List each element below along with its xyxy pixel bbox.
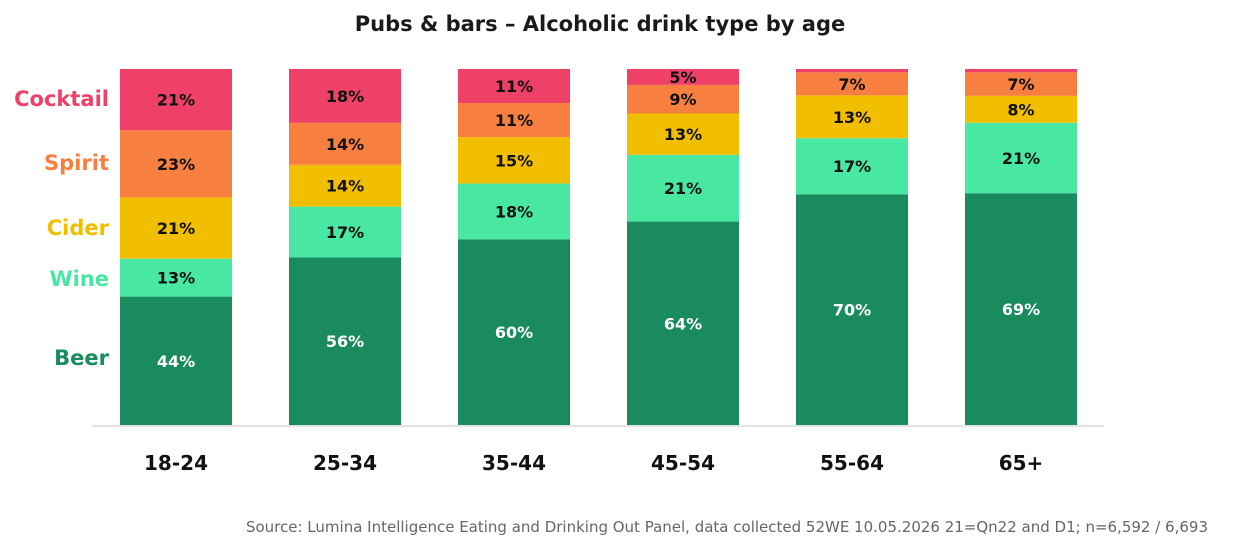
bar-group-18-24: 44% 13% 21% 23% 21% (120, 69, 232, 425)
bar-cider-35-44 (458, 137, 570, 184)
data-label-beer-18-24: 44% (157, 352, 195, 371)
data-label-beer-35-44: 60% (495, 323, 533, 342)
bar-cider-65+ (965, 95, 1077, 123)
data-label-wine-35-44: 18% (495, 202, 533, 221)
bar-spirit-35-44 (458, 103, 570, 138)
data-label-spirit-45-54: 9% (669, 90, 696, 109)
data-label-wine-45-54: 21% (664, 179, 702, 198)
bar-spirit-65+ (965, 72, 1077, 96)
legend-item-beer: Beer (54, 346, 109, 370)
bar-wine-35-44 (458, 183, 570, 240)
x-tick-label-25-34: 25-34 (313, 451, 377, 475)
data-label-beer-65+: 69% (1002, 300, 1040, 319)
legend-item-wine: Wine (49, 267, 109, 291)
bar-beer-18-24 (120, 296, 232, 425)
data-label-spirit-65+: 7% (1007, 75, 1034, 94)
bar-beer-45-54 (627, 221, 739, 425)
data-label-cocktail-45-54: 5% (669, 68, 696, 87)
data-label-cider-55-64: 13% (833, 108, 871, 127)
data-label-beer-25-34: 56% (326, 332, 364, 351)
bar-spirit-25-34 (289, 122, 401, 165)
chart-title: Pubs & bars – Alcoholic drink type by ag… (355, 12, 845, 36)
data-label-cocktail-18-24: 21% (157, 91, 195, 110)
bar-cocktail-35-44 (458, 69, 570, 104)
bar-spirit-18-24 (120, 130, 232, 198)
x-tick-label-55-64: 55-64 (820, 451, 884, 475)
x-tick-label-65+: 65+ (999, 451, 1044, 475)
x-tick-label-18-24: 18-24 (144, 451, 208, 475)
bar-cocktail-18-24 (120, 69, 232, 131)
x-axis-ticks: 18-24 25-34 35-44 45-54 55-64 65+ (144, 451, 1043, 475)
bar-wine-25-34 (289, 206, 401, 258)
bar-cider-45-54 (627, 113, 739, 155)
x-tick-label-45-54: 45-54 (651, 451, 715, 475)
bar-wine-18-24 (120, 258, 232, 297)
data-label-beer-45-54: 64% (664, 314, 702, 333)
data-label-spirit-35-44: 11% (495, 111, 533, 130)
bar-cider-18-24 (120, 197, 232, 259)
bar-beer-55-64 (796, 194, 908, 425)
bar-group-35-44: 60% 18% 15% 11% 11% (458, 69, 570, 425)
bar-group-45-54: 64% 21% 13% 9% 5% (627, 68, 739, 425)
legend-item-spirit: Spirit (44, 151, 109, 175)
bar-wine-55-64 (796, 138, 908, 195)
bar-beer-25-34 (289, 257, 401, 425)
data-label-wine-55-64: 17% (833, 157, 871, 176)
bar-group-65+: 69% 21% 8% 7% (965, 69, 1077, 425)
data-label-spirit-18-24: 23% (157, 155, 195, 174)
bar-cider-55-64 (796, 95, 908, 139)
data-label-cocktail-35-44: 11% (495, 77, 533, 96)
bar-wine-45-54 (627, 154, 739, 222)
bar-beer-35-44 (458, 239, 570, 425)
legend-item-cider: Cider (47, 216, 110, 240)
x-tick-label-35-44: 35-44 (482, 451, 546, 475)
bar-wine-65+ (965, 122, 1077, 194)
legend-item-cocktail: Cocktail (14, 87, 109, 111)
data-label-spirit-55-64: 7% (838, 75, 865, 94)
data-label-cider-25-34: 14% (326, 177, 364, 196)
bar-group-25-34: 56% 17% 14% 14% 18% (289, 69, 401, 425)
bar-beer-65+ (965, 193, 1077, 425)
bars: 44% 13% 21% 23% 21% 56% 17% 14% 14% 18% 60% 18% 15% 1… (120, 68, 1077, 425)
bar-cocktail-45-54 (627, 69, 739, 85)
bar-spirit-55-64 (796, 72, 908, 96)
bar-cocktail-55-64 (796, 69, 908, 73)
data-label-cider-18-24: 21% (157, 219, 195, 238)
bar-group-55-64: 70% 17% 13% 7% (796, 69, 908, 425)
data-label-wine-65+: 21% (1002, 149, 1040, 168)
data-label-wine-25-34: 17% (326, 223, 364, 242)
legend: Beer Wine Cider Spirit Cocktail (14, 87, 109, 370)
data-label-cider-45-54: 13% (664, 125, 702, 144)
data-label-spirit-25-34: 14% (326, 135, 364, 154)
data-label-cocktail-25-34: 18% (326, 87, 364, 106)
bar-spirit-45-54 (627, 84, 739, 114)
data-label-wine-18-24: 13% (157, 269, 195, 288)
data-label-cider-35-44: 15% (495, 151, 533, 170)
bar-cider-25-34 (289, 164, 401, 207)
bar-cocktail-65+ (965, 69, 1077, 73)
bar-cocktail-25-34 (289, 69, 401, 123)
data-label-cider-65+: 8% (1007, 100, 1034, 119)
data-label-beer-55-64: 70% (833, 301, 871, 320)
source-note: Source: Lumina Intelligence Eating and D… (246, 518, 1208, 536)
